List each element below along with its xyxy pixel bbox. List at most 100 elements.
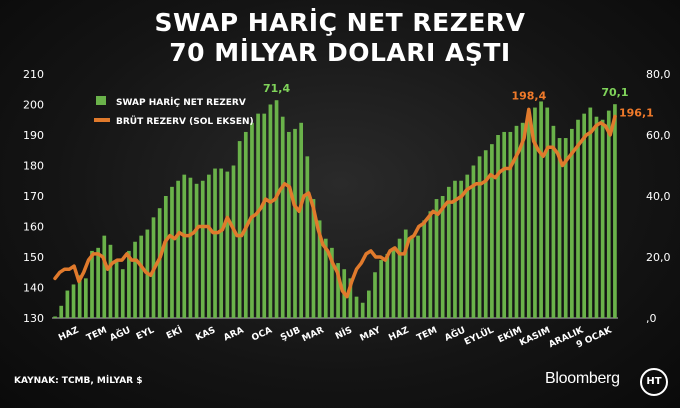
bar xyxy=(287,131,291,318)
bar xyxy=(551,125,556,318)
ht-logo-icon: HT xyxy=(640,368,668,396)
x-tick-label: OCA xyxy=(250,326,273,344)
left-axis-tick-label: 180 xyxy=(23,160,44,173)
bar xyxy=(176,180,180,318)
right-axis-tick-label: 60,0 xyxy=(646,129,671,142)
gross-reserve-line xyxy=(53,107,617,299)
bar xyxy=(514,125,519,318)
bar xyxy=(53,316,57,318)
bar xyxy=(127,250,131,318)
bar xyxy=(323,238,328,318)
bar xyxy=(77,275,82,318)
bar xyxy=(311,199,316,318)
right-axis-tick-label: 80,0 xyxy=(646,68,671,81)
x-tick-label: AĞU xyxy=(108,324,133,344)
bar xyxy=(594,116,599,318)
bar xyxy=(237,141,242,318)
bar xyxy=(133,241,137,318)
bar xyxy=(182,174,187,318)
bar xyxy=(102,235,107,318)
bar xyxy=(256,113,260,319)
bar xyxy=(96,247,100,318)
bar xyxy=(539,101,543,318)
bar xyxy=(330,247,334,318)
bar xyxy=(410,235,414,318)
bar xyxy=(90,250,94,318)
bar xyxy=(373,272,377,318)
bar xyxy=(496,135,500,318)
bar xyxy=(397,238,402,318)
left-axis-tick-label: 210 xyxy=(23,68,44,81)
data-label: 70,1 xyxy=(601,86,628,99)
bar xyxy=(613,104,617,318)
x-tick-label: KASIM xyxy=(518,326,552,349)
legend-bar-swatch xyxy=(96,96,106,105)
left-axis-tick-label: 200 xyxy=(23,99,44,112)
bar xyxy=(280,116,285,318)
bar xyxy=(305,156,310,318)
bar xyxy=(391,247,396,318)
right-axis-tick-label: ,0 xyxy=(646,312,657,325)
right-axis-tick-label: 40,0 xyxy=(646,190,671,203)
bar xyxy=(606,110,611,318)
bar xyxy=(520,122,525,318)
bar xyxy=(139,235,144,318)
bar xyxy=(200,180,205,318)
bar xyxy=(336,263,340,318)
bar xyxy=(600,119,605,318)
bar xyxy=(317,220,322,318)
bar xyxy=(354,296,359,318)
bar xyxy=(440,196,445,318)
right-axis-tick-label: 20,0 xyxy=(646,251,671,264)
legend-line-label: BRÜT REZERV (SOL EKSEN) xyxy=(116,116,254,127)
bar xyxy=(250,122,254,318)
bloomberg-brand: Bloomberg xyxy=(545,370,620,387)
bar xyxy=(576,119,580,318)
bar xyxy=(163,196,168,318)
bar xyxy=(348,278,353,318)
bar xyxy=(379,260,383,318)
bar xyxy=(471,165,476,318)
bar xyxy=(465,174,470,318)
left-axis-tick-label: 190 xyxy=(23,129,44,142)
bar xyxy=(588,107,593,318)
bar xyxy=(262,113,267,319)
bar xyxy=(545,107,550,318)
x-tick-label: ŞUB xyxy=(279,325,302,343)
bar xyxy=(194,183,199,318)
data-label: 198,4 xyxy=(511,89,546,102)
bar xyxy=(360,302,365,318)
bar xyxy=(526,113,531,319)
x-tick-label: HAZ xyxy=(387,325,411,343)
bar xyxy=(416,235,420,318)
bar xyxy=(557,138,562,318)
bar xyxy=(157,208,162,318)
x-tick-label: EKİ xyxy=(165,325,185,342)
bar xyxy=(71,284,76,318)
x-tick-label: ARA xyxy=(222,326,245,344)
bar xyxy=(299,122,304,318)
bar xyxy=(170,186,174,318)
bar xyxy=(422,220,427,318)
left-axis-tick-label: 170 xyxy=(23,190,44,203)
bar xyxy=(366,290,371,318)
bar xyxy=(188,177,193,318)
left-axis-tick-label: 130 xyxy=(23,312,44,325)
x-tick-label: MAY xyxy=(358,325,382,343)
x-tick-label: NİS xyxy=(334,325,354,342)
bar xyxy=(108,244,113,318)
bar xyxy=(483,150,488,318)
legend-bar-label: SWAP HARİÇ NET REZERV xyxy=(116,97,246,108)
source-note: KAYNAK: TCMB, MİLYAR $ xyxy=(14,376,143,386)
bar xyxy=(225,171,230,318)
bar xyxy=(274,100,279,318)
bar xyxy=(502,131,507,318)
bar xyxy=(453,180,457,318)
bar xyxy=(459,180,463,318)
x-tick-label: KAS xyxy=(194,326,217,344)
bar xyxy=(490,144,494,318)
bar xyxy=(207,174,211,318)
x-tick-label: EYL xyxy=(135,325,156,342)
data-label: 196,1 xyxy=(619,106,654,119)
